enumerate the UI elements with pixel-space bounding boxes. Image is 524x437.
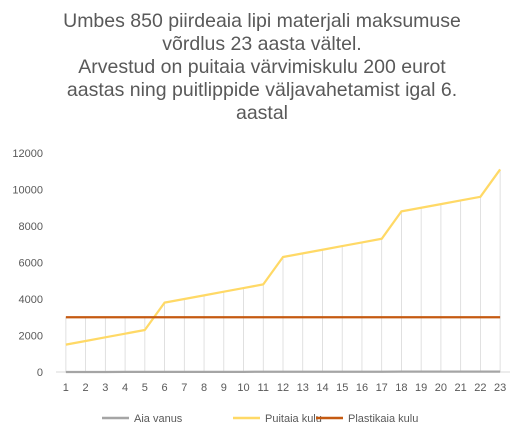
x-tick-label-5: 6 [162, 382, 168, 394]
legend-label-2: Plastikaia kulu [348, 413, 418, 425]
legend-label-1: Puitaia kulu [265, 413, 322, 425]
y-tick-label-5: 10000 [12, 185, 43, 197]
chart-title-line-1: Umbes 850 piirdeaia lipi materjali maksu… [63, 10, 461, 32]
legend-label-0: Aia vanus [134, 413, 183, 425]
x-tick-label-4: 5 [142, 382, 148, 394]
y-tick-label-4: 8000 [19, 221, 43, 233]
x-tick-label-10: 11 [258, 382, 269, 394]
chart-title-line-4: aastas ning puitlippide väljavahetamist … [66, 79, 458, 101]
chart-title-line-3: Arvestud on puitaia värvimiskulu 200 eur… [78, 56, 446, 78]
x-tick-label-6: 7 [181, 382, 187, 394]
x-tick-label-2: 3 [102, 382, 108, 394]
x-tick-label-0: 1 [63, 382, 69, 394]
y-tick-label-0: 0 [37, 367, 43, 379]
x-tick-label-13: 14 [316, 382, 328, 394]
x-tick-label-1: 2 [83, 382, 89, 394]
x-tick-label-3: 4 [122, 382, 128, 394]
x-tick-label-9: 10 [237, 382, 249, 394]
x-tick-label-18: 19 [415, 382, 427, 394]
x-tick-label-14: 15 [336, 382, 348, 394]
x-tick-label-8: 9 [221, 382, 227, 394]
x-tick-label-11: 12 [277, 382, 289, 394]
x-tick-label-21: 22 [474, 382, 486, 394]
y-tick-label-6: 12000 [12, 148, 43, 160]
x-tick-label-22: 23 [494, 382, 506, 394]
x-tick-label-12: 13 [297, 382, 309, 394]
x-tick-label-17: 18 [395, 382, 407, 394]
x-tick-label-7: 8 [201, 382, 207, 394]
y-tick-label-1: 2000 [19, 331, 43, 343]
y-tick-label-2: 4000 [19, 294, 43, 306]
chart-title-line-2: võrdlus 23 aasta vältel. [162, 33, 362, 55]
series-line-1 [65, 168, 502, 346]
x-tick-label-19: 20 [435, 382, 447, 394]
y-tick-label-3: 6000 [19, 258, 43, 270]
x-tick-label-16: 17 [376, 382, 388, 394]
chart-title: Umbes 850 piirdeaia lipi materjali maksu… [0, 10, 524, 125]
chart-title-line-5: aastal [235, 102, 289, 124]
x-tick-label-20: 21 [455, 382, 467, 394]
x-tick-label-15: 16 [356, 382, 368, 394]
